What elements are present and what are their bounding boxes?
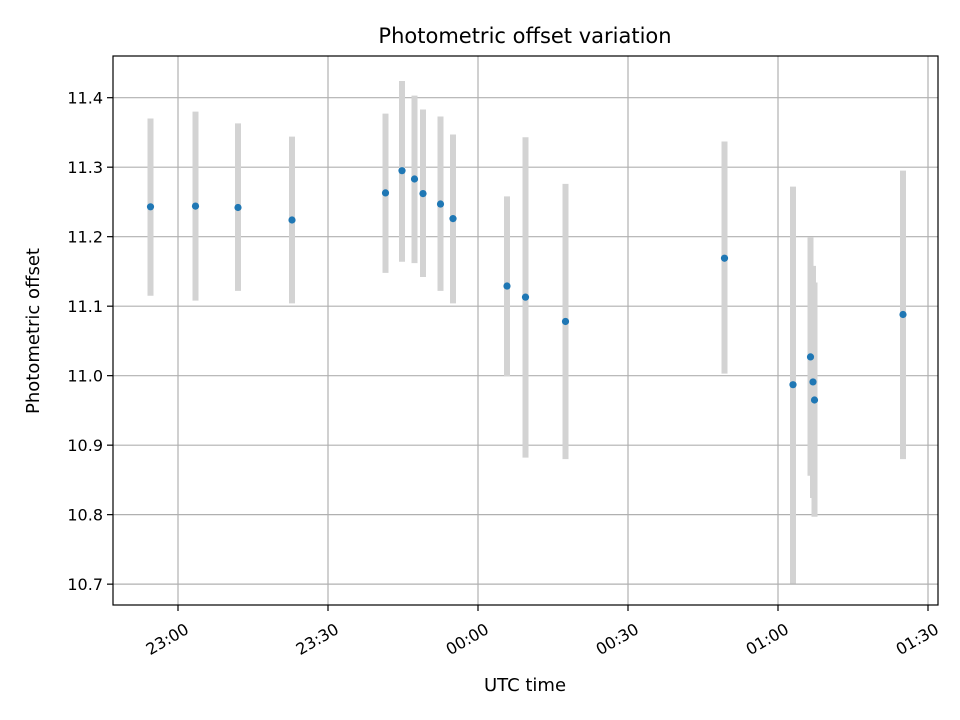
y-tick-label: 11.0 — [67, 367, 103, 386]
data-point — [436, 200, 445, 208]
data-point — [398, 167, 406, 175]
x-axis-title: UTC time — [484, 675, 566, 696]
plot-frame — [112, 55, 939, 606]
data-point — [806, 353, 815, 361]
data-point — [191, 202, 200, 210]
data-point — [419, 189, 427, 198]
data-point — [521, 293, 530, 301]
y-tick-label: 11.2 — [67, 228, 103, 247]
data-point — [809, 378, 817, 386]
data-point — [288, 216, 296, 224]
y-tick-label: 11.1 — [67, 297, 103, 316]
data-point — [449, 215, 457, 223]
data-point — [899, 310, 907, 319]
y-tick-label: 10.9 — [67, 436, 103, 455]
data-point — [234, 203, 242, 212]
y-axis-title: Photometric offset — [23, 248, 44, 414]
data-point — [720, 254, 729, 262]
data-point — [410, 175, 419, 183]
data-point — [810, 396, 819, 404]
y-tick-label: 10.7 — [67, 575, 103, 594]
data-point — [789, 381, 797, 389]
y-axis-ticks: 10.7 10.8 10.9 11.0 11.1 11.2 11.3 11.4 — [67, 89, 113, 594]
data-point — [503, 282, 511, 290]
data-point — [561, 317, 570, 326]
data-point — [381, 189, 390, 197]
data-point — [146, 203, 155, 211]
y-tick-label: 11.4 — [67, 89, 103, 108]
y-tick-label: 11.3 — [67, 158, 103, 177]
y-tick-label: 10.8 — [67, 506, 103, 525]
data-points — [146, 167, 907, 404]
chart-title: Photometric offset variation — [378, 24, 671, 48]
